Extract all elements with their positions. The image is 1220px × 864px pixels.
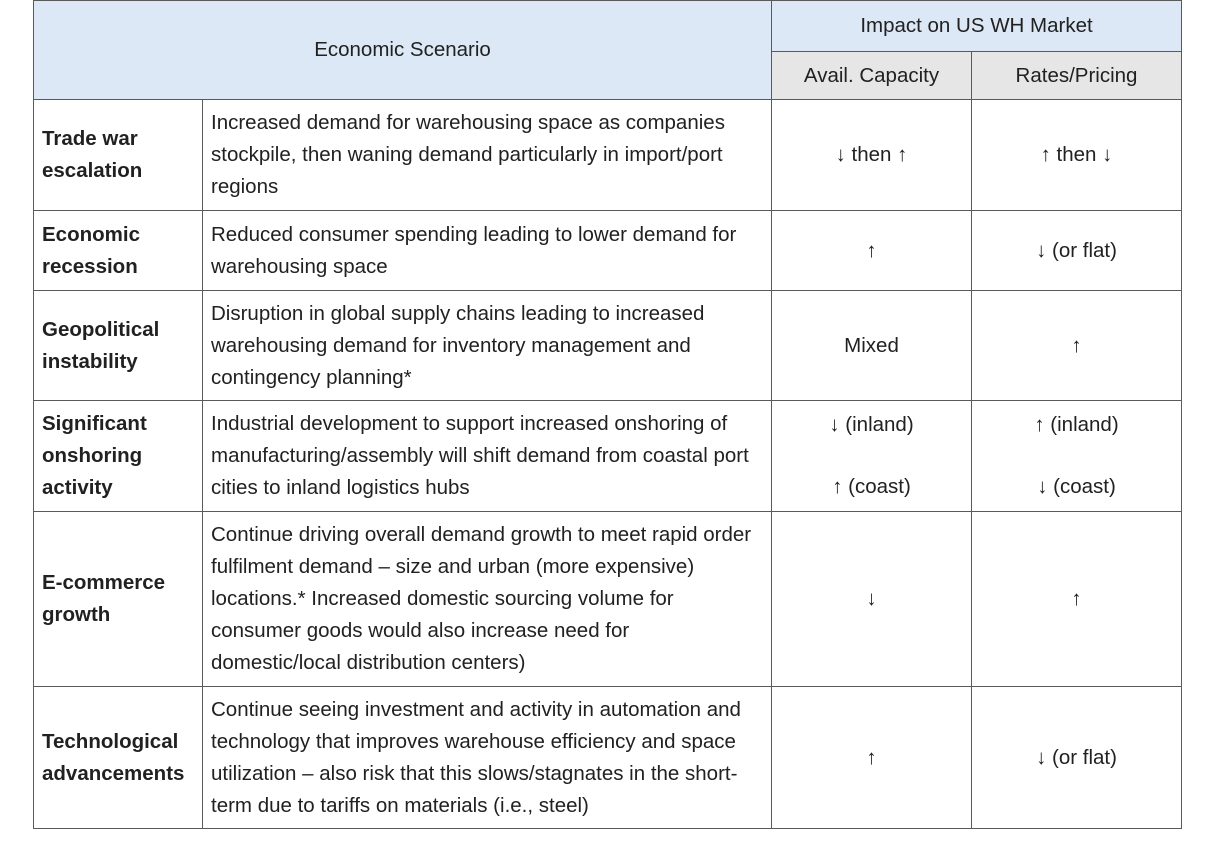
table-row: E-commerce growth Continue driving overa…: [33, 511, 1183, 687]
header-economic-scenario: Economic Scenario: [33, 0, 772, 100]
scenario-description: Reduced consumer spending leading to low…: [202, 210, 772, 291]
capacity-coast: ↑ (coast): [832, 475, 911, 498]
scenario-description: Disruption in global supply chains leadi…: [202, 290, 772, 401]
capacity-impact: ↑: [771, 686, 972, 829]
scenario-name: E-commerce growth: [33, 511, 203, 687]
pricing-coast: ↓ (coast): [1037, 475, 1116, 498]
table-row: Technological advancements Continue seei…: [33, 686, 1183, 829]
scenario-description: Continue seeing investment and activity …: [202, 686, 772, 829]
pricing-inland: ↑ (inland): [1034, 413, 1119, 436]
header-capacity: Avail. Capacity: [771, 51, 972, 100]
pricing-impact: ↑: [970, 290, 1183, 401]
table-row: Trade war escalation Increased demand fo…: [33, 99, 1183, 211]
header-impact: Impact on US WH Market: [770, 0, 1183, 52]
scenario-name: Trade war escalation: [33, 99, 203, 211]
scenario-name: Geopolitical instability: [33, 290, 203, 401]
scenario-impact-table: Economic Scenario Impact on US WH Market…: [33, 0, 1183, 829]
capacity-impact: ↓ (inland) ↑ (coast): [771, 400, 972, 512]
pricing-impact: ↓ (or flat): [970, 210, 1183, 291]
scenario-description: Increased demand for warehousing space a…: [202, 99, 772, 211]
capacity-impact: Mixed: [771, 290, 972, 401]
scenario-description: Industrial development to support increa…: [202, 400, 772, 512]
pricing-impact: ↑ (inland) ↓ (coast): [970, 400, 1183, 512]
table-row: Significant onshoring activity Industria…: [33, 400, 1183, 512]
pricing-impact: ↓ (or flat): [970, 686, 1183, 829]
header-pricing: Rates/Pricing: [970, 51, 1183, 100]
scenario-description: Continue driving overall demand growth t…: [202, 511, 772, 687]
pricing-impact: ↑: [970, 511, 1183, 687]
capacity-impact: ↑: [771, 210, 972, 291]
scenario-name: Technological advancements: [33, 686, 203, 829]
scenario-name: Economic recession: [33, 210, 203, 291]
capacity-impact: ↓: [771, 511, 972, 687]
capacity-impact: ↓ then ↑: [771, 99, 972, 211]
table-row: Economic recession Reduced consumer spen…: [33, 210, 1183, 291]
capacity-inland: ↓ (inland): [829, 413, 914, 436]
scenario-name: Significant onshoring activity: [33, 400, 203, 512]
pricing-impact: ↑ then ↓: [970, 99, 1183, 211]
table-row: Geopolitical instability Disruption in g…: [33, 290, 1183, 401]
